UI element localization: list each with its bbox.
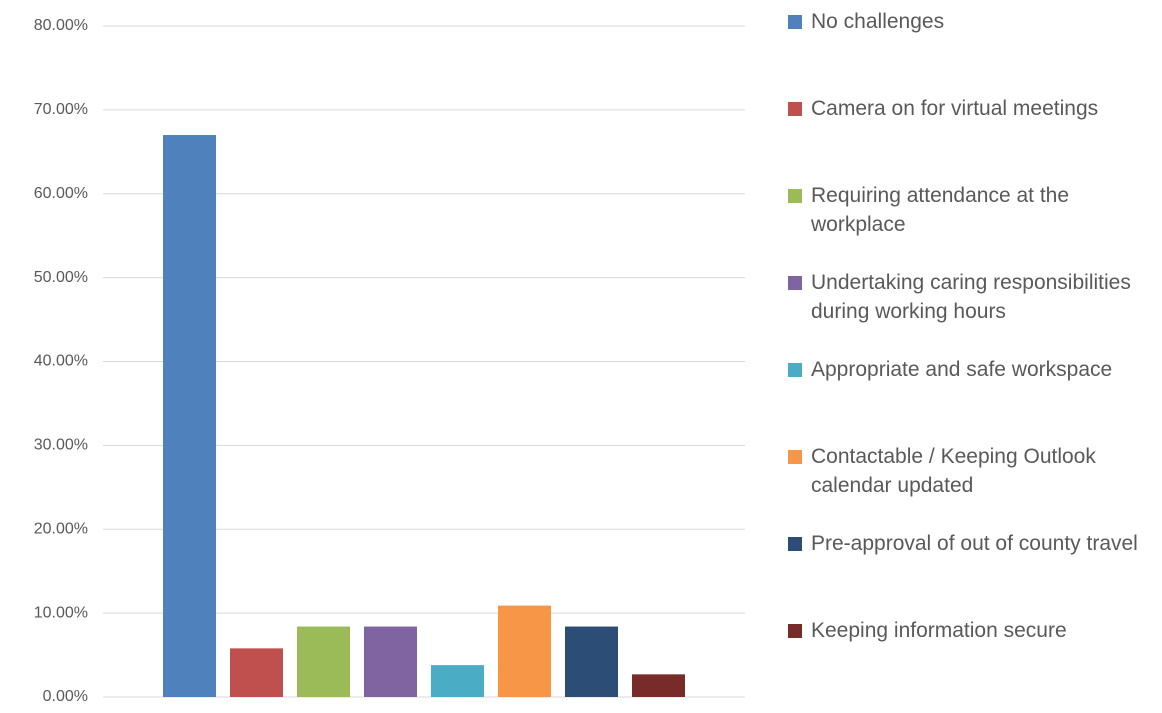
- legend-label: No challenges: [811, 10, 945, 33]
- bar: [498, 605, 551, 697]
- legend-swatch: [788, 624, 802, 638]
- legend-swatch: [788, 363, 802, 377]
- legend-swatch: [788, 276, 802, 290]
- y-tick-label: 60.00%: [34, 185, 88, 202]
- legend-swatch: [788, 189, 802, 203]
- legend-swatch: [788, 537, 802, 551]
- y-tick-label: 30.00%: [34, 437, 88, 454]
- bar: [297, 626, 350, 697]
- legend-swatch: [788, 15, 802, 29]
- legend-label: Contactable / Keeping Outlook calendar u…: [811, 445, 1096, 497]
- y-tick-label: 80.00%: [34, 17, 88, 34]
- y-tick-label: 50.00%: [34, 269, 88, 286]
- legend-label: Appropriate and safe workspace: [811, 358, 1113, 381]
- bar: [230, 648, 283, 697]
- legend-label: Pre-approval of out of county travel: [811, 532, 1138, 555]
- legend-label: Keeping information secure: [811, 619, 1067, 642]
- bar: [163, 135, 216, 698]
- legend-swatch: [788, 450, 802, 464]
- bar: [431, 665, 484, 697]
- bar: [632, 674, 685, 697]
- legend-label: Undertaking caring responsibilities duri…: [811, 271, 1131, 323]
- y-tick-label: 20.00%: [34, 520, 88, 537]
- y-tick-label: 70.00%: [34, 101, 88, 118]
- y-tick-label: 10.00%: [34, 604, 88, 621]
- bar: [565, 626, 618, 697]
- chart: 0.00% 10.00% 20.00% 30.00% 40.00% 50.00% 60.00…: [34, 17, 745, 705]
- y-tick-label: 0.00%: [43, 688, 88, 705]
- legend-label: Camera on for virtual meetings: [811, 97, 1099, 120]
- legend-swatch: [788, 102, 802, 116]
- legend-label: Requiring attendance at the workplace: [811, 184, 1070, 236]
- y-tick-label: 40.00%: [34, 353, 88, 370]
- bar: [364, 626, 417, 697]
